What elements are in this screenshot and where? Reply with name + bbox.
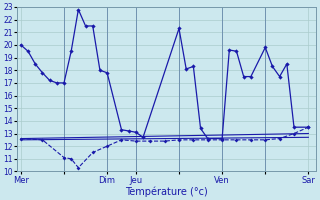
X-axis label: Température (°c): Température (°c) <box>125 186 208 197</box>
